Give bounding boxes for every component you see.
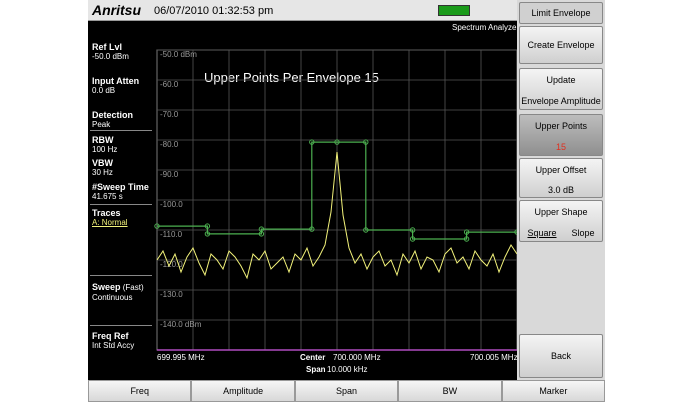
envelope-point [258, 226, 265, 232]
value: 0.0 dB [92, 86, 116, 95]
detection: Detection Peak [92, 110, 152, 130]
value: Int Std Accy [92, 341, 135, 350]
y-tick-label: -100.0 [160, 200, 183, 209]
label: VBW [92, 158, 113, 168]
rbw: RBW 100 Hz [92, 135, 152, 155]
envelope-point [204, 223, 211, 229]
menu-button[interactable]: Upper Points 15 [519, 114, 603, 156]
separator [90, 275, 152, 276]
value: 3.0 dB [547, 185, 575, 195]
brand: Anritsu [92, 2, 141, 18]
menu-button[interactable]: Create Envelope [519, 26, 603, 64]
display [88, 0, 517, 380]
envelope-point [463, 236, 470, 242]
y-tick-label: -80.0 [160, 140, 179, 149]
y-tick-label: -50.0 dBm [160, 50, 197, 59]
menu-button[interactable]: Upper Shape Square Slope [519, 200, 603, 242]
label: Freq Ref [92, 331, 129, 341]
label: Sweep [92, 282, 121, 292]
span: 10.000 kHz [327, 365, 367, 374]
tab-bar: Freq Amplitude Span BW Marker [88, 380, 606, 402]
vbw: VBW 30 Hz [92, 158, 152, 178]
option: Slope [571, 228, 595, 238]
input-atten: Input Atten 0.0 dB [92, 76, 152, 96]
y-tick-label: -140.0 dBm [160, 320, 202, 329]
label: Traces [92, 208, 121, 218]
separator [90, 325, 152, 326]
envelope-point [204, 231, 211, 237]
value[interactable]: A: Normal [92, 218, 128, 227]
y-tick-label: -130.0 [160, 290, 183, 299]
stop-freq: 700.005 MHz [470, 353, 518, 362]
label: #Sweep Time [92, 182, 149, 192]
label: Upper Offset [535, 165, 587, 175]
spectrum-plot: Upper Points Per Envelope 15 699.995 MHz… [154, 49, 520, 374]
tab[interactable]: Freq [88, 380, 192, 402]
envelope-point [363, 139, 369, 145]
y-tick-label: -120.0 [160, 260, 183, 269]
label: Update [546, 75, 576, 85]
label: Ref Lvl [92, 42, 123, 52]
traces: Traces A: Normal [92, 208, 152, 228]
tab[interactable]: Span [294, 380, 399, 402]
label: Detection [92, 110, 134, 120]
sweep-time: #Sweep Time 41.675 s [92, 182, 152, 202]
status-bar: Anritsu 06/07/2010 01:32:53 pm [88, 0, 517, 21]
envelope-point [154, 223, 160, 229]
battery [438, 5, 470, 16]
value: 30 Hz [92, 168, 113, 177]
mode: Spectrum Analyzer [452, 23, 520, 32]
tab[interactable]: Amplitude [191, 380, 295, 402]
value: 100 Hz [92, 145, 118, 154]
label: Input Atten [92, 76, 140, 86]
menu-button[interactable]: Update Envelope Amplitude [519, 68, 603, 110]
menu-button[interactable]: Back [519, 334, 603, 378]
envelope-point [309, 226, 315, 232]
envelope-point [409, 227, 416, 233]
trace [156, 151, 518, 280]
option: Square [527, 228, 557, 238]
start-freq: 699.995 MHz [157, 353, 205, 362]
y-tick-label: -60.0 [160, 80, 179, 89]
span-label: Span [306, 365, 326, 374]
center-label: Center [300, 353, 325, 362]
envelope-point [363, 227, 369, 233]
value: Peak [92, 120, 111, 129]
separator [90, 204, 152, 205]
label: Upper Points [534, 121, 588, 131]
tab[interactable]: Marker [501, 380, 606, 402]
envelope-point [409, 236, 416, 242]
separator [90, 130, 152, 131]
y-tick-label: -90.0 [160, 170, 179, 179]
tab[interactable]: BW [398, 380, 502, 402]
envelope-point [334, 139, 340, 145]
value: Envelope Amplitude [521, 96, 601, 106]
center-freq: 700.000 MHz [333, 353, 381, 362]
envelope [157, 141, 517, 240]
soft-menu: Limit Envelope Create Envelope Update Env… [517, 0, 605, 380]
y-tick-label: -70.0 [160, 110, 179, 119]
sweep: Sweep (Fast) Continuous [92, 282, 152, 303]
label: Upper Shape [534, 207, 588, 217]
value: 15 [555, 142, 566, 152]
freq-ref: Freq Ref Int Std Accy [92, 331, 152, 351]
menu-button[interactable]: Upper Offset 3.0 dB [519, 158, 603, 198]
y-tick-label: -110.0 [160, 230, 183, 239]
value: -50.0 dBm [92, 52, 129, 61]
envelope-point [463, 229, 470, 235]
menu-title: Limit Envelope [519, 2, 603, 24]
ref-level: Ref Lvl -50.0 dBm [92, 42, 152, 62]
qualifier: (Fast) [122, 283, 144, 292]
label: RBW [92, 135, 114, 145]
datetime: 06/07/2010 01:32:53 pm [154, 5, 274, 17]
envelope-point [309, 139, 315, 145]
value: Continuous [92, 293, 133, 302]
annotation: Upper Points Per Envelope 15 [204, 70, 379, 85]
value: 41.675 s [92, 192, 123, 201]
